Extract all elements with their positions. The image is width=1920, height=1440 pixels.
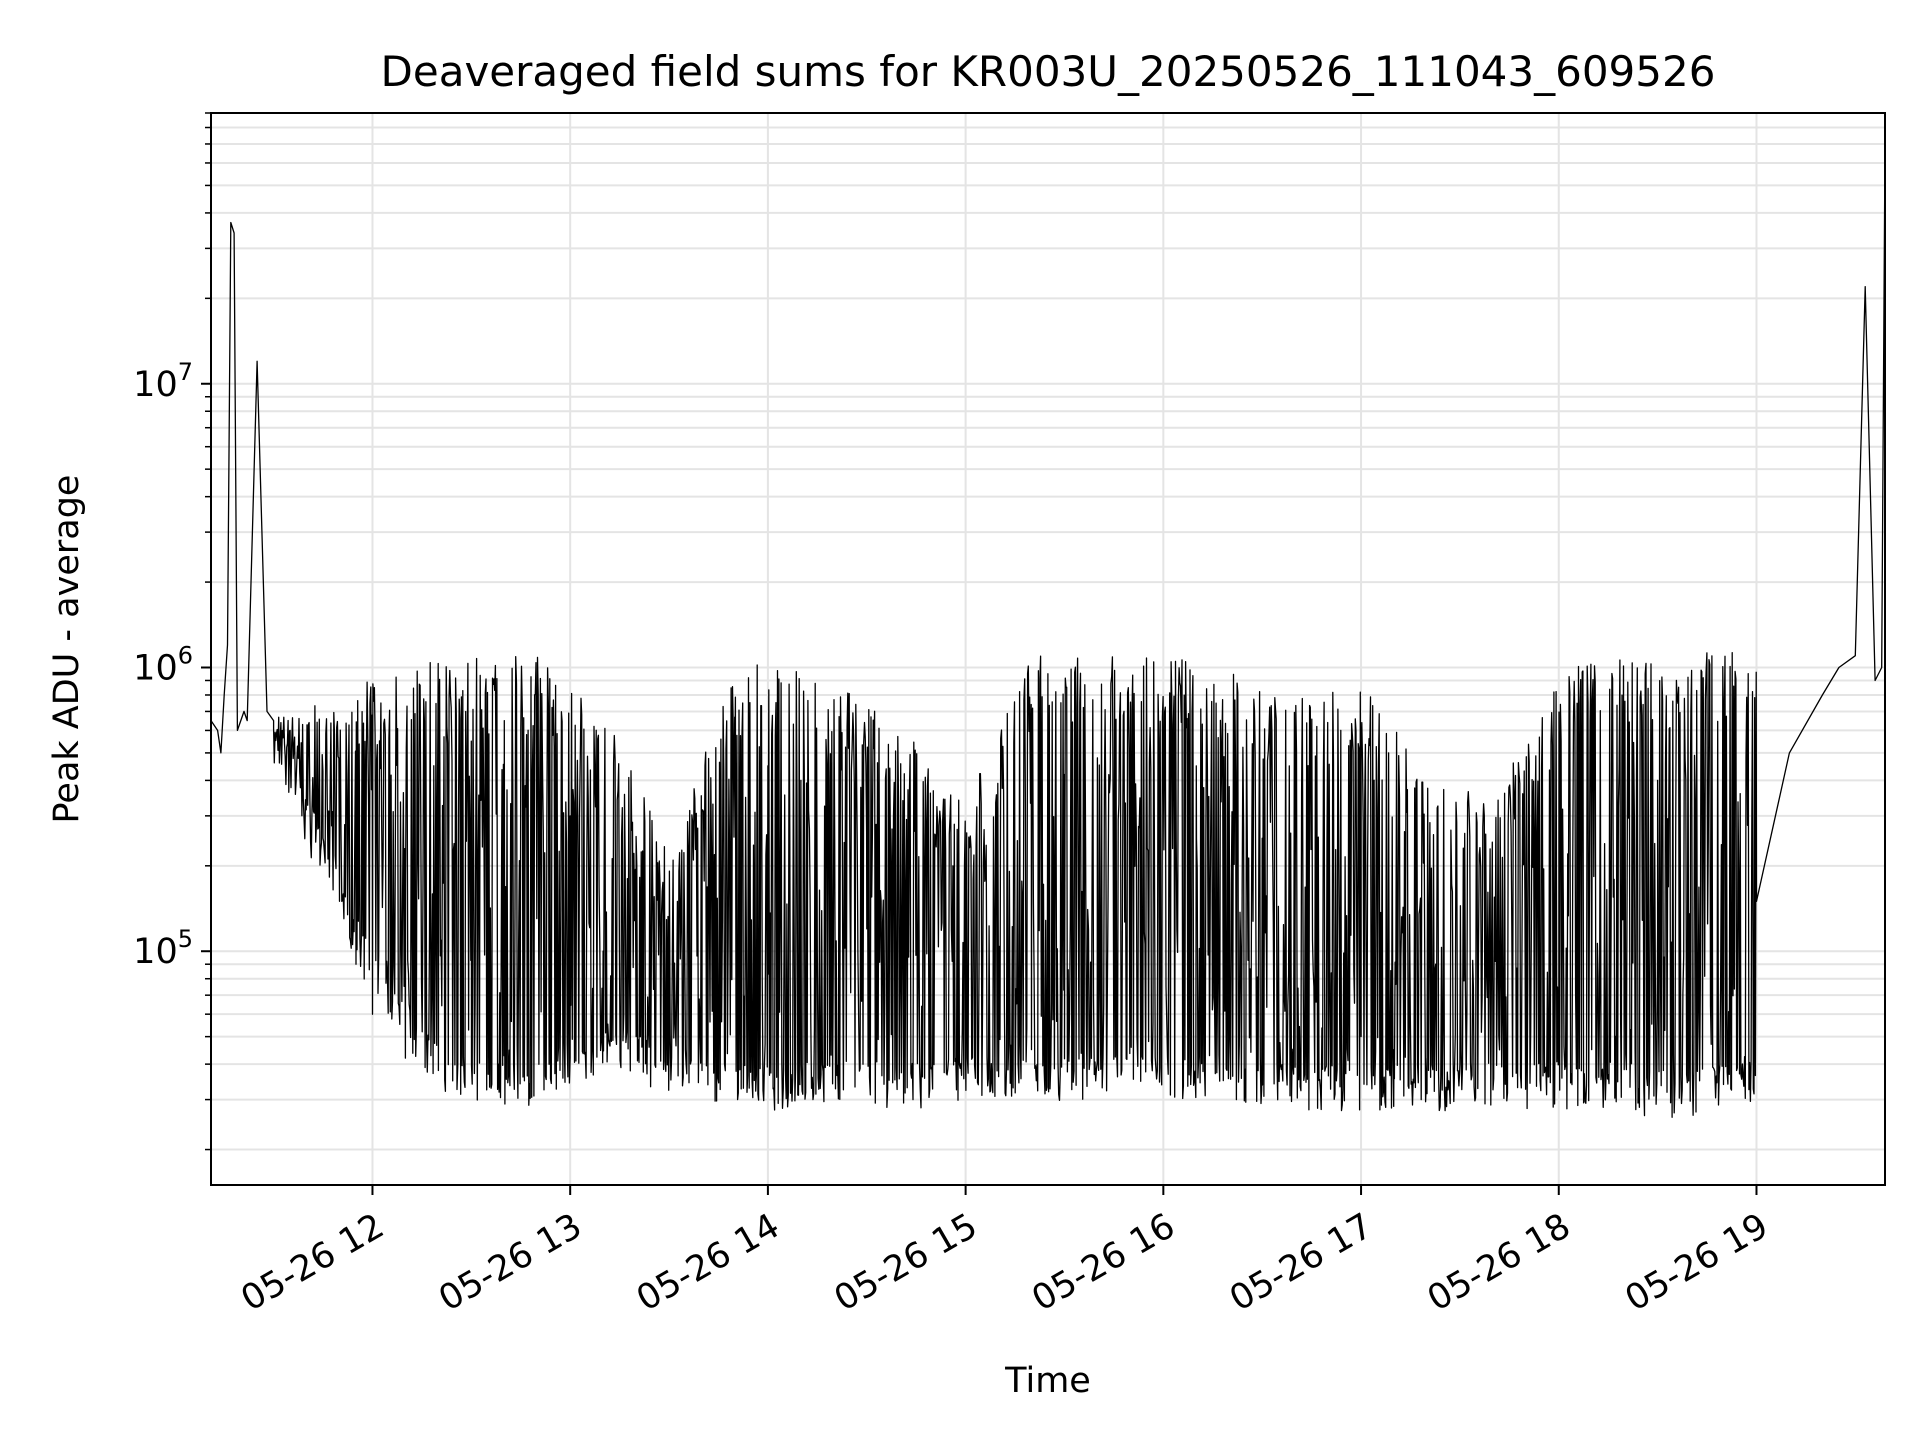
y-tick-label: 105 xyxy=(133,925,193,972)
series-line xyxy=(210,143,1886,1118)
chart-title: Deaveraged field sums for KR003U_2025052… xyxy=(381,47,1716,96)
y-axis: 105 106 107 xyxy=(133,112,211,1151)
y-tick-label: 107 xyxy=(133,358,193,405)
x-axis-label: Time xyxy=(1004,1361,1091,1401)
plot-frame xyxy=(210,112,1886,1186)
series-layer xyxy=(210,143,1886,1118)
y-axis-label: Peak ADU - average xyxy=(47,475,87,824)
y-tick-label: 106 xyxy=(133,641,193,688)
